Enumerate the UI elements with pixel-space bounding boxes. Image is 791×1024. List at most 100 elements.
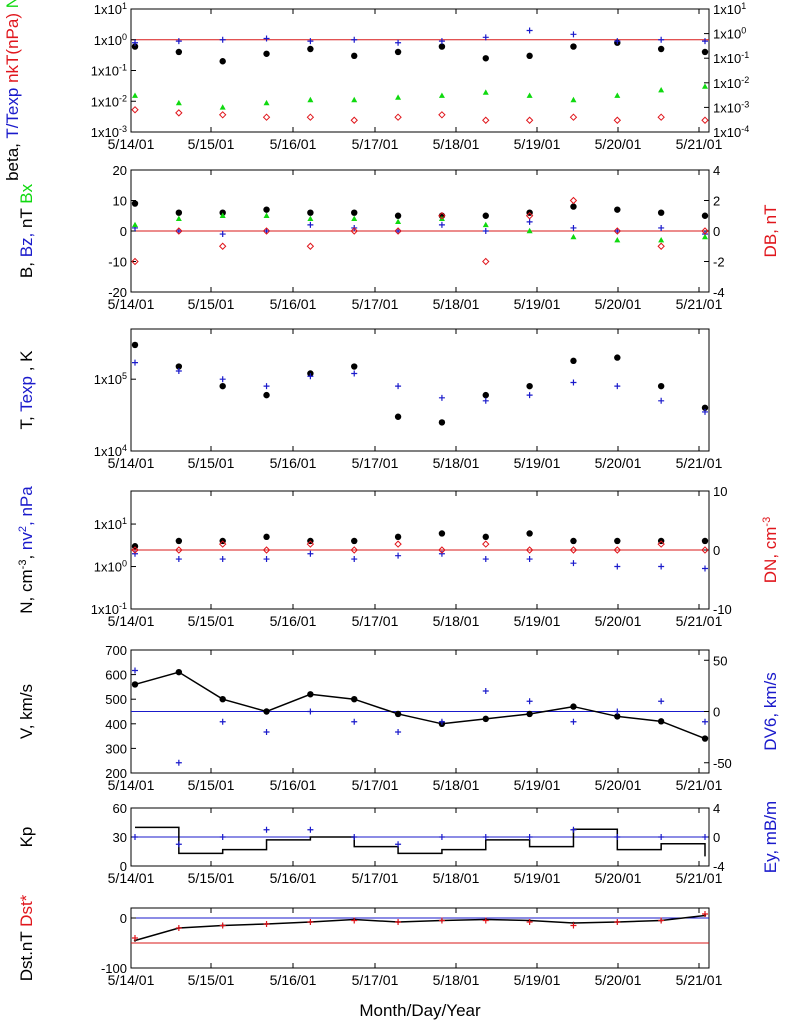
- data-point: [394, 212, 402, 219]
- x-tick-label: 5/21/01: [676, 136, 723, 152]
- x-tick-label: 5/18/01: [433, 972, 480, 988]
- data-point: [614, 206, 621, 213]
- data-point: [394, 113, 402, 121]
- series-nv2: [132, 550, 708, 572]
- data-point: [570, 233, 577, 240]
- y-tick-label: 1x100: [94, 32, 127, 48]
- data-point: [307, 221, 314, 228]
- data-point: [482, 391, 489, 399]
- data-point: [438, 221, 445, 228]
- y-tick-label: 60: [113, 801, 127, 816]
- x-tick-label: 5/17/01: [352, 136, 399, 152]
- y-tick-label: 0: [120, 224, 127, 239]
- data-point: [262, 113, 271, 121]
- data-point: [658, 397, 665, 404]
- y-tick-label: 700: [105, 643, 127, 658]
- x-tick-label: 5/18/01: [433, 455, 480, 471]
- y2-tick-label: -4: [713, 859, 725, 874]
- series-na-np: [132, 83, 708, 110]
- data-point: [219, 104, 226, 110]
- data-point: [307, 550, 314, 557]
- series-texp: [132, 359, 708, 415]
- data-point: [351, 363, 358, 370]
- data-point: [132, 92, 138, 98]
- x-axis-label: Month/Day/Year: [359, 1001, 481, 1020]
- x-tick-label: 5/14/01: [108, 455, 155, 471]
- data-point: [351, 917, 358, 924]
- data-point: [570, 96, 577, 103]
- data-point: [570, 560, 577, 567]
- data-point: [132, 39, 138, 46]
- data-point: [658, 236, 665, 243]
- panel-5: 5/14/01 5/15/01 5/16/01 5/17/01 5/18/01 5/19/…: [17, 643, 780, 793]
- y-tick-label: 1x10-3: [91, 124, 127, 140]
- data-point: [394, 710, 402, 718]
- y2-tick-label: -2: [713, 255, 725, 270]
- data-point: [394, 227, 402, 235]
- data-point: [657, 45, 665, 53]
- data-point: [351, 834, 358, 840]
- x-tick-label: 5/15/01: [188, 972, 235, 988]
- data-point: [131, 257, 139, 266]
- x-tick-label: 5/16/01: [270, 870, 317, 886]
- data-point: [350, 116, 358, 124]
- data-point: [701, 227, 709, 235]
- y-tick-label: 30: [113, 830, 127, 845]
- data-point: [438, 394, 445, 401]
- data-point: [658, 87, 665, 93]
- data-point: [525, 212, 534, 220]
- x-tick-label: 5/21/01: [676, 455, 723, 471]
- data-point: [219, 36, 226, 43]
- x-tick-label: 5/19/01: [514, 870, 561, 886]
- data-point: [132, 359, 138, 366]
- data-point: [658, 698, 665, 705]
- y-tick-label: 1x10-1: [91, 63, 127, 79]
- data-point: [526, 92, 533, 98]
- data-point: [218, 111, 227, 119]
- data-point: [525, 546, 534, 554]
- x-tick-label: 5/20/01: [595, 136, 642, 152]
- x-tick-label: 5/19/01: [514, 455, 561, 471]
- data-point: [570, 703, 577, 710]
- y-tick-label: 200: [105, 766, 127, 781]
- data-point: [657, 242, 665, 250]
- data-point: [175, 668, 183, 676]
- series-v: [131, 668, 709, 742]
- y2-tick-label: 1x101: [713, 1, 746, 17]
- data-point: [570, 826, 577, 833]
- data-point: [482, 89, 489, 95]
- y2-axis-label: Ey, mB/m: [761, 801, 780, 873]
- x-tick-label: 5/17/01: [352, 972, 399, 988]
- y2-tick-label: 1x100: [713, 26, 746, 42]
- data-point: [219, 834, 226, 840]
- data-point: [131, 106, 139, 114]
- data-point: [482, 55, 489, 62]
- series-line: [134, 671, 706, 740]
- data-point: [263, 35, 270, 42]
- data-point: [657, 113, 665, 121]
- data-point: [570, 224, 577, 231]
- x-tick-label: 5/16/01: [270, 455, 317, 471]
- x-tick-label: 5/14/01: [108, 613, 155, 629]
- data-point: [131, 341, 139, 349]
- y-axis-label: V, km/s: [17, 684, 36, 739]
- y2-axis-label: DB, nT: [761, 205, 780, 258]
- data-point: [438, 530, 446, 537]
- x-tick-label: 5/18/01: [433, 777, 480, 793]
- data-point: [351, 96, 358, 103]
- data-point: [131, 43, 139, 50]
- x-tick-label: 5/21/01: [676, 296, 723, 312]
- x-tick-label: 5/14/01: [108, 296, 155, 312]
- data-point: [263, 50, 270, 57]
- series-ey: [132, 826, 708, 848]
- data-point: [351, 36, 358, 43]
- data-point: [658, 36, 665, 43]
- data-point: [658, 224, 665, 231]
- x-tick-label: 5/16/01: [270, 296, 317, 312]
- x-tick-label: 5/18/01: [433, 136, 480, 152]
- data-point: [306, 242, 315, 250]
- plot-frame: [130, 8, 710, 133]
- data-point: [219, 696, 226, 703]
- data-point: [350, 227, 358, 235]
- data-point: [175, 109, 183, 117]
